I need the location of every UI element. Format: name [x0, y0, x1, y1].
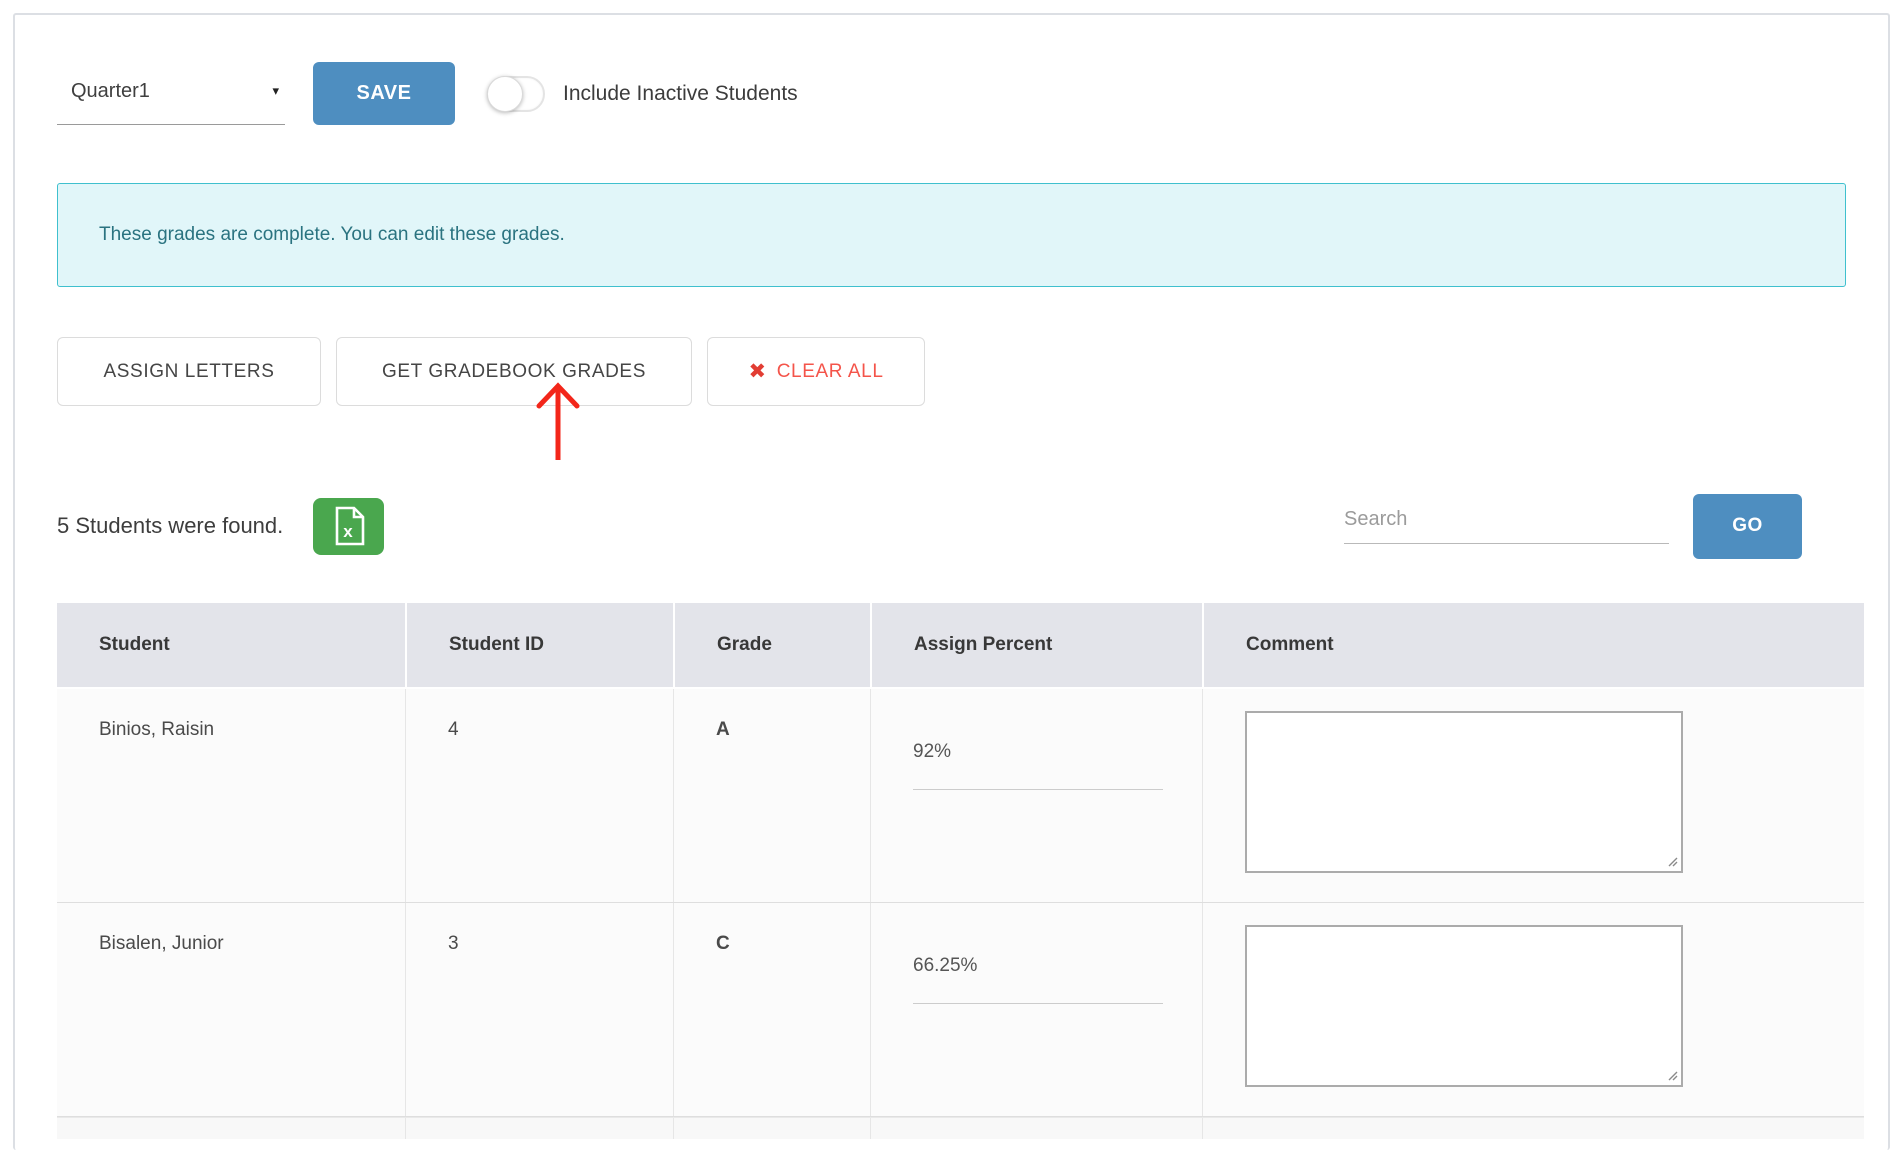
grades-table: Student Student ID Grade Assign Percent … [57, 603, 1864, 1139]
clear-all-button[interactable]: ✖ CLEAR ALL [707, 337, 925, 406]
students-found-text: 5 Students were found. [57, 513, 284, 538]
grade-value: A [673, 689, 870, 902]
marking-period-value: Quarter1 [71, 79, 150, 102]
search-input[interactable] [1344, 508, 1669, 531]
header-student-id: Student ID [405, 603, 673, 687]
header-student: Student [99, 634, 170, 655]
assign-percent-input[interactable] [913, 727, 1163, 790]
excel-file-icon: x [335, 506, 365, 546]
assign-percent-cell [870, 903, 1202, 1116]
assign-percent-cell [870, 689, 1202, 902]
search-field-wrap [1344, 508, 1669, 544]
table-row: Binios, Raisin 4 A [57, 689, 1864, 903]
comment-textarea[interactable] [1245, 711, 1683, 873]
include-inactive-toggle[interactable] [487, 75, 545, 112]
actions-row: ASSIGN LETTERS GET GRADEBOOK GRADES ✖ CL… [57, 337, 1846, 406]
marking-period-select[interactable]: Quarter1 ▾ [57, 62, 285, 125]
clear-all-label: CLEAR ALL [776, 360, 884, 382]
table-header-row: Student Student ID Grade Assign Percent … [57, 603, 1864, 687]
chevron-down-icon: ▾ [272, 83, 279, 98]
grades-panel: Quarter1 ▾ SAVE Include Inactive Student… [13, 13, 1890, 1150]
comment-cell [1202, 689, 1864, 902]
comment-textarea[interactable] [1245, 925, 1683, 1087]
comment-cell [1202, 903, 1864, 1116]
student-id: 4 [405, 689, 673, 902]
include-inactive-label: Include Inactive Students [563, 81, 798, 105]
table-row-partial [57, 1117, 1864, 1139]
clear-x-icon: ✖ [748, 360, 767, 383]
svg-text:x: x [343, 522, 353, 541]
header-grade: Grade [673, 603, 870, 687]
get-gradebook-grades-button[interactable]: GET GRADEBOOK GRADES [336, 337, 692, 406]
assign-letters-button[interactable]: ASSIGN LETTERS [57, 337, 321, 406]
header-assign-percent: Assign Percent [870, 603, 1202, 687]
grades-complete-alert: These grades are complete. You can edit … [57, 183, 1846, 287]
alert-message: These grades are complete. You can edit … [99, 224, 565, 245]
header-comment: Comment [1202, 603, 1864, 687]
student-name: Bisalen, Junior [99, 933, 224, 954]
student-name: Binios, Raisin [99, 719, 215, 740]
toggle-knob [487, 75, 523, 112]
top-controls-row: Quarter1 ▾ SAVE Include Inactive Student… [57, 62, 1846, 125]
export-excel-button[interactable]: x [313, 497, 385, 555]
results-row: 5 Students were found. x GO [57, 490, 1846, 562]
save-button[interactable]: SAVE [313, 62, 455, 125]
go-button[interactable]: GO [1693, 493, 1802, 559]
table-row: Bisalen, Junior 3 C [57, 903, 1864, 1117]
grade-value: C [673, 903, 870, 1116]
assign-percent-input[interactable] [913, 941, 1163, 1004]
student-id: 3 [405, 903, 673, 1116]
